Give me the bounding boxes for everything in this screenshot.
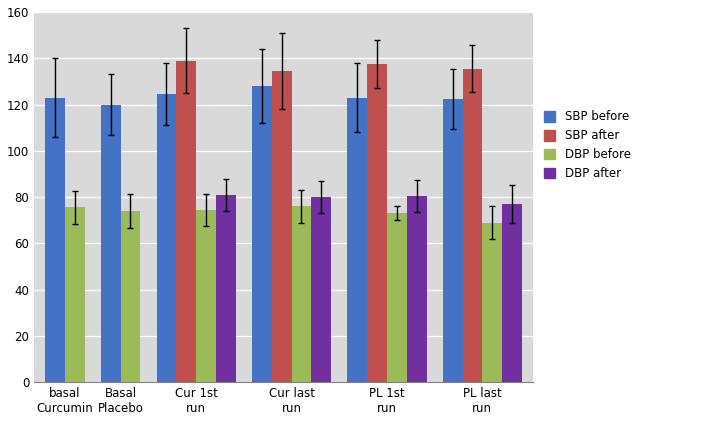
Bar [121, 211, 140, 382]
Bar [177, 60, 196, 382]
Bar [272, 71, 292, 382]
Bar [101, 105, 121, 382]
Bar [45, 97, 64, 382]
Bar [64, 208, 85, 382]
Bar [502, 204, 522, 382]
Bar [348, 97, 367, 382]
Bar [216, 195, 236, 382]
Bar [252, 86, 272, 382]
Bar [367, 64, 387, 382]
Bar [482, 222, 502, 382]
Legend: SBP before, SBP after, DBP before, DBP after: SBP before, SBP after, DBP before, DBP a… [544, 111, 631, 180]
Bar [387, 213, 407, 382]
Bar [196, 210, 216, 382]
Bar [463, 69, 482, 382]
Bar [156, 94, 177, 382]
Bar [443, 99, 463, 382]
Bar [292, 206, 311, 382]
Bar [311, 197, 331, 382]
Bar [407, 196, 427, 382]
